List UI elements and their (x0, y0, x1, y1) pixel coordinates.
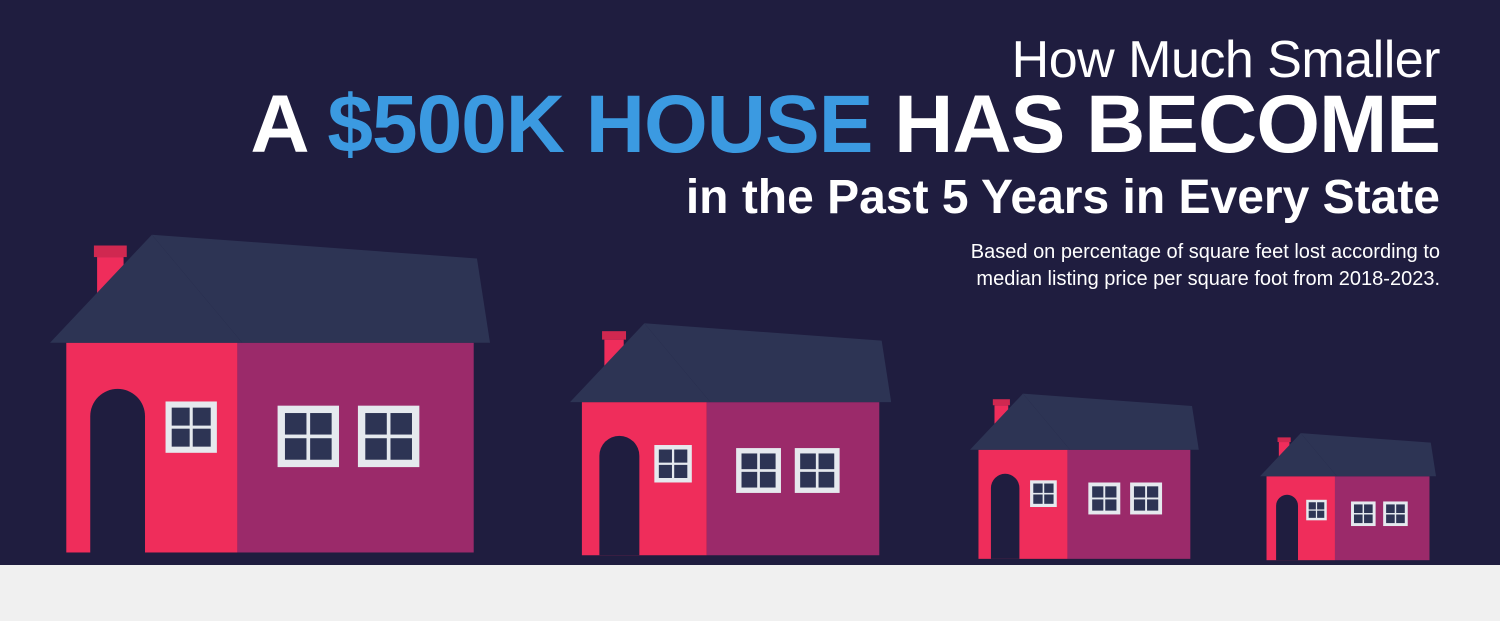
headline-line2: A $500K HOUSE HAS BECOME (250, 84, 1440, 166)
headline-line2-a: A (250, 79, 327, 170)
house-2 (570, 314, 891, 565)
house-icon (970, 387, 1199, 565)
headline-line2-c: HAS BECOME (872, 79, 1440, 170)
house-icon (50, 222, 490, 565)
headline-line3: in the Past 5 Years in Every State (250, 170, 1440, 225)
house-icon (570, 314, 891, 565)
house-1 (50, 222, 490, 565)
house-icon (1260, 428, 1436, 565)
ground-strip (0, 565, 1500, 621)
infographic-stage: How Much Smaller A $500K HOUSE HAS BECOM… (0, 0, 1500, 621)
house-4 (1260, 428, 1436, 565)
house-3 (970, 387, 1199, 565)
headline-line2-accent: $500K HOUSE (327, 79, 872, 170)
